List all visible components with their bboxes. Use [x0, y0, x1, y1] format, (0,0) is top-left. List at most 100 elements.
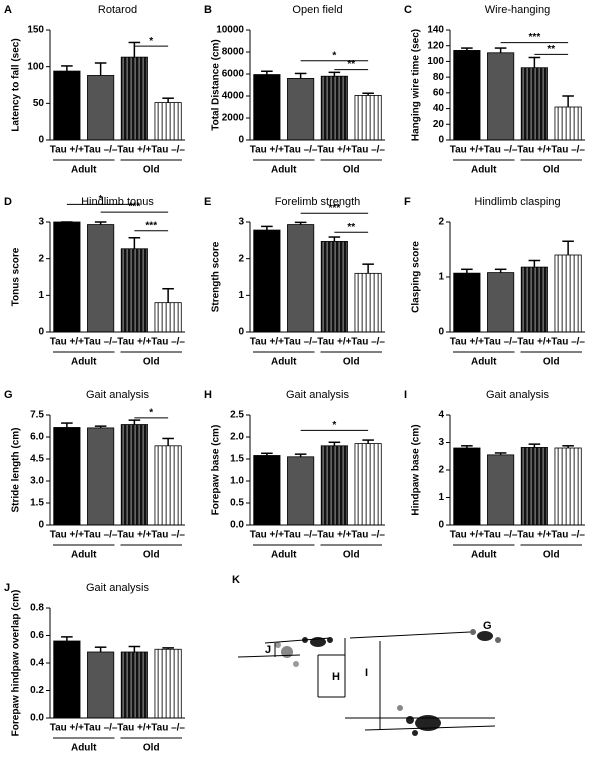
bar [253, 74, 281, 141]
chart-title: Forelimb strength [275, 196, 361, 208]
significance-label: ** [347, 59, 355, 70]
y-tick-label: 6000 [222, 69, 245, 80]
bar [487, 272, 515, 333]
x-tick-label: Tau –/– [551, 145, 585, 156]
panel-letter: A [4, 4, 12, 16]
bar [120, 248, 148, 333]
y-tick-label: 3 [38, 217, 44, 228]
x-tick-label: Tau +/+ [50, 145, 84, 156]
x-tick-label: Tau +/+ [517, 337, 551, 348]
y-tick-label: 1 [438, 272, 444, 283]
x-tick-label: Tau –/– [351, 530, 385, 541]
panel: H Gait analysis Forepaw base (cm) 0.0 0.5 1.0… [204, 389, 385, 561]
group-label: Old [143, 165, 160, 176]
y-tick-label: 10000 [216, 25, 244, 36]
x-tick-label: Tau +/+ [317, 530, 351, 541]
chart-title: Rotarod [98, 4, 137, 16]
y-tick-label: 50 [33, 98, 45, 109]
x-tick-label: Tau +/+ [317, 145, 351, 156]
x-tick-label: Tau +/+ [117, 530, 151, 541]
group-label: Adult [271, 165, 297, 176]
x-tick-label: Tau –/– [84, 145, 118, 156]
y-tick-label: 3 [438, 437, 444, 448]
group-label: Adult [71, 165, 97, 176]
bar [320, 75, 348, 141]
panel-letter: E [204, 196, 211, 208]
y-axis-label: Latency to fall (sec) [11, 38, 22, 131]
bar [154, 445, 182, 526]
x-tick-label: Tau +/+ [117, 723, 151, 734]
y-axis-label: Strength score [211, 241, 222, 312]
bar [53, 221, 81, 333]
y-tick-label: 4 [438, 410, 444, 421]
y-axis-label: Forepaw base (cm) [211, 425, 222, 516]
x-tick-label: Tau –/– [84, 723, 118, 734]
bar [520, 266, 548, 333]
y-tick-label: 120 [427, 40, 444, 51]
y-axis-label: Hindpaw base (cm) [411, 424, 422, 515]
y-tick-label: 0.0 [230, 520, 244, 531]
x-tick-label: Tau +/+ [117, 337, 151, 348]
group-label: Adult [471, 357, 497, 368]
y-tick-label: 0.6 [30, 630, 44, 641]
bar [453, 447, 481, 526]
bar [154, 648, 182, 719]
group-label: Old [143, 357, 160, 368]
panel-letter: K [232, 574, 240, 586]
group-label: Old [543, 165, 560, 176]
bar [520, 67, 548, 141]
y-tick-label: 4000 [222, 91, 245, 102]
chart-title: Hindlimb clasping [474, 196, 560, 208]
x-tick-label: Tau –/– [484, 337, 518, 348]
x-tick-label: Tau –/– [351, 145, 385, 156]
x-tick-label: Tau –/– [284, 530, 318, 541]
chart-title: Hindlimb tonus [81, 196, 154, 208]
y-tick-label: 80 [433, 72, 445, 83]
panel: B Open field Total Distance (cm) 0 2000 4000 6… [204, 4, 385, 176]
significance-label: *** [129, 202, 141, 213]
y-tick-label: 150 [27, 25, 44, 36]
y-axis-label: Hanging wire time (sec) [411, 29, 422, 141]
y-tick-label: 1 [38, 290, 44, 301]
bar [520, 447, 548, 526]
bar [253, 455, 281, 526]
y-tick-label: 60 [433, 87, 445, 98]
x-tick-label: Tau +/+ [450, 145, 484, 156]
panel: C Wire-hanging Hanging wire time (sec) 0 20 4… [404, 4, 585, 176]
y-tick-label: 2.5 [230, 410, 244, 421]
x-tick-label: Tau +/+ [517, 530, 551, 541]
x-tick-label: Tau –/– [551, 337, 585, 348]
measure-lines [237, 631, 496, 731]
y-axis-label: Tonus score [11, 247, 22, 306]
x-tick-label: Tau +/+ [117, 145, 151, 156]
y-tick-label: 0 [438, 327, 444, 338]
x-tick-label: Tau –/– [351, 337, 385, 348]
footprints [275, 629, 501, 736]
y-tick-label: 2 [238, 253, 244, 264]
bar [87, 651, 115, 719]
x-tick-label: Tau –/– [484, 530, 518, 541]
bar [53, 70, 81, 141]
y-tick-label: 0.2 [30, 685, 44, 696]
group-label: Adult [71, 357, 97, 368]
chart-title: Wire-hanging [485, 4, 550, 16]
y-tick-label: 2000 [222, 113, 245, 124]
x-tick-label: Tau +/+ [517, 145, 551, 156]
y-tick-label: 0 [38, 135, 44, 146]
group-label: Old [143, 743, 160, 754]
bar [287, 78, 315, 141]
panel-letter: H [204, 389, 212, 401]
y-tick-label: 0 [38, 327, 44, 338]
y-tick-label: 1 [238, 290, 244, 301]
y-tick-label: 0.4 [30, 658, 44, 669]
x-tick-label: Tau –/– [151, 530, 185, 541]
panel-letter: B [204, 4, 212, 16]
x-tick-label: Tau –/– [84, 337, 118, 348]
significance-label: * [149, 36, 153, 47]
y-tick-label: 0.8 [30, 603, 44, 614]
y-tick-label: 1 [438, 492, 444, 503]
y-axis-label: Clasping score [411, 241, 422, 313]
bar [287, 456, 315, 526]
panel: I Gait analysis Hindpaw base (cm) 0 1 2 3 4 Tau … [404, 389, 585, 561]
measure-label: I [365, 667, 368, 679]
